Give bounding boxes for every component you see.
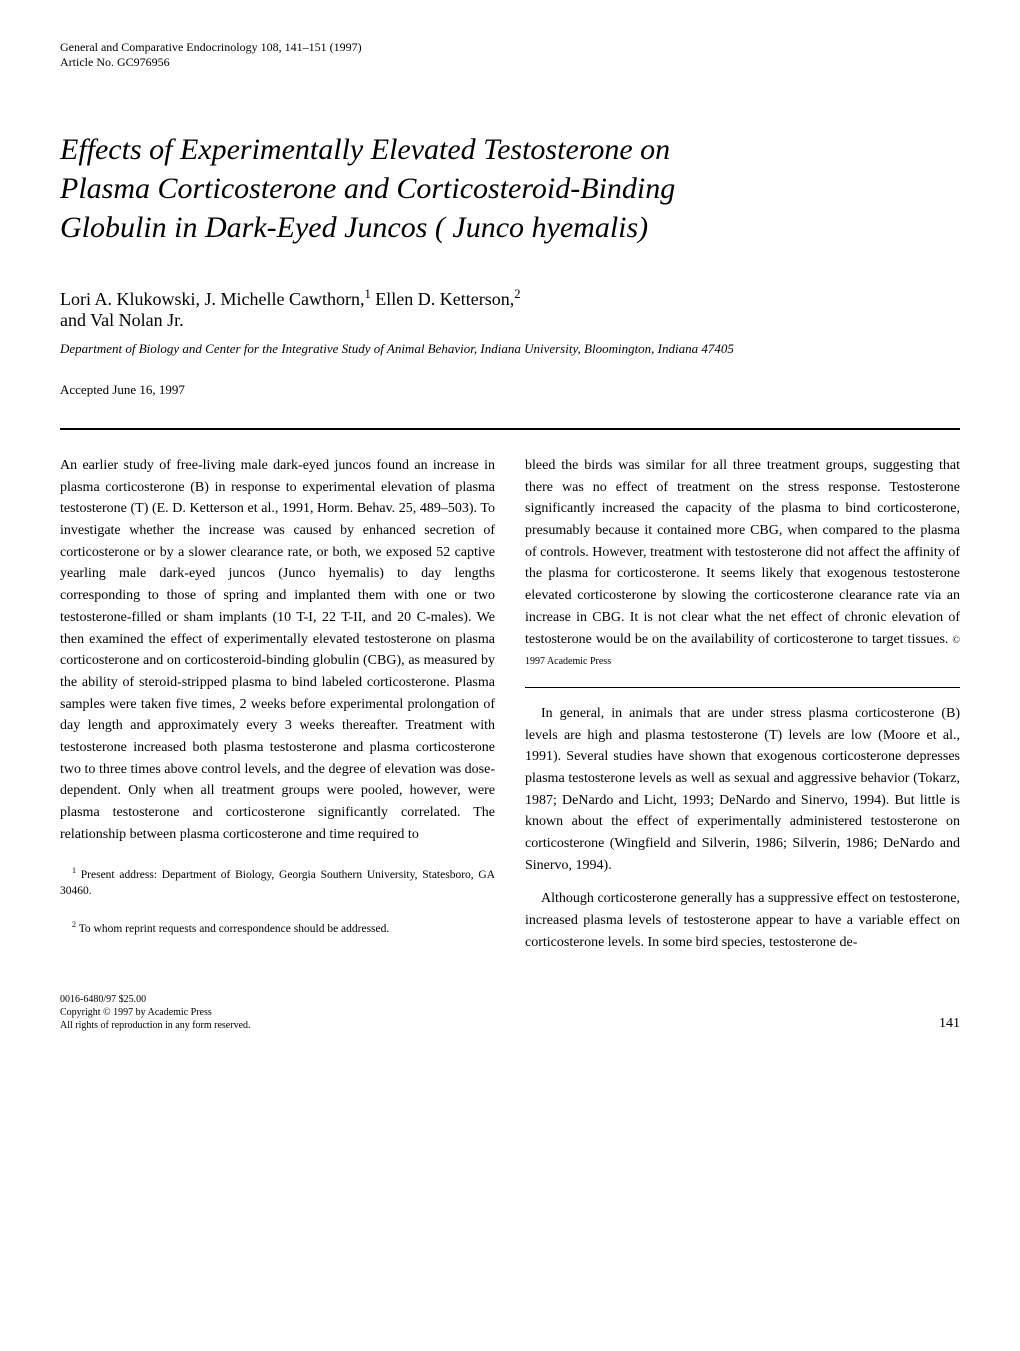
page-number: 141	[939, 1016, 960, 1032]
affiliation: Department of Biology and Center for the…	[60, 341, 960, 357]
footer-row: 0016-6480/97 $25.00 Copyright © 1997 by …	[60, 953, 960, 1032]
copyright-l3: All rights of reproduction in any form r…	[60, 1019, 251, 1032]
copyright-l2: Copyright © 1997 by Academic Press	[60, 1006, 251, 1019]
authors-part1: Lori A. Klukowski, J. Michelle Cawthorn,	[60, 289, 364, 309]
intro-paragraph-2: Although corticosterone generally has a …	[525, 888, 960, 953]
abstract-right-text: bleed the birds was similar for all thre…	[525, 458, 960, 647]
authors-part2: and Val Nolan Jr.	[60, 310, 184, 330]
authors: Lori A. Klukowski, J. Michelle Cawthorn,…	[60, 287, 960, 331]
title-line-2: Plasma Corticosterone and Corticosteroid…	[60, 172, 675, 205]
authors-mid: Ellen D. Ketterson,	[371, 289, 514, 309]
abstract-left: An earlier study of free-living male dar…	[60, 455, 495, 845]
article-title: Effects of Experimentally Elevated Testo…	[60, 130, 960, 247]
footnote-1: 1 Present address: Department of Biology…	[60, 865, 495, 899]
accepted-date: Accepted June 16, 1997	[60, 382, 960, 398]
copyright-l1: 0016-6480/97 $25.00	[60, 993, 251, 1006]
divider-mid	[525, 687, 960, 688]
title-line-1: Effects of Experimentally Elevated Testo…	[60, 133, 670, 166]
journal-line: General and Comparative Endocrinology 10…	[60, 40, 960, 55]
author-sup-2: 2	[514, 287, 520, 301]
left-column: An earlier study of free-living male dar…	[60, 455, 495, 953]
article-number: Article No. GC976956	[60, 55, 960, 70]
abstract-right: bleed the birds was similar for all thre…	[525, 455, 960, 672]
title-line-3: Globulin in Dark-Eyed Juncos ( Junco hye…	[60, 211, 648, 244]
right-column: bleed the birds was similar for all thre…	[525, 455, 960, 953]
header-info: General and Comparative Endocrinology 10…	[60, 40, 960, 70]
two-column-content: An earlier study of free-living male dar…	[60, 455, 960, 953]
divider-top	[60, 428, 960, 430]
intro-paragraph-1: In general, in animals that are under st…	[525, 703, 960, 877]
footnote-1-text: Present address: Department of Biology, …	[60, 869, 495, 897]
footnote-2: 2 To whom reprint requests and correspon…	[60, 919, 495, 937]
footnote-2-text: To whom reprint requests and corresponde…	[76, 923, 389, 935]
copyright-block: 0016-6480/97 $25.00 Copyright © 1997 by …	[60, 993, 251, 1032]
